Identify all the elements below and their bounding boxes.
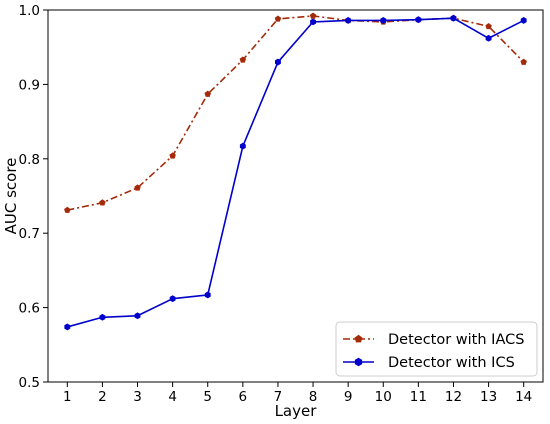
x-tick-label: 4 [168, 389, 177, 405]
legend: Detector with IACS Detector with ICS [335, 321, 538, 377]
x-tick-label: 11 [410, 389, 427, 405]
x-tick-label: 3 [133, 389, 142, 405]
x-tick-label: 14 [515, 389, 532, 405]
data-point [275, 58, 281, 66]
y-axis: 0.5 0.6 0.7 0.8 0.9 1.0 [19, 3, 48, 391]
y-axis-label: AUC score [2, 158, 20, 235]
data-point [99, 313, 106, 321]
data-point [345, 17, 352, 24]
x-tick-label: 5 [203, 389, 212, 405]
data-point [310, 18, 316, 26]
x-tick-label: 8 [309, 389, 318, 405]
series-line [67, 17, 525, 328]
x-tick-label: 10 [375, 389, 392, 405]
data-point [485, 34, 492, 42]
y-tick-label: 0.6 [19, 301, 40, 317]
data-point [169, 152, 176, 159]
data-point [169, 295, 176, 303]
data-point [520, 58, 527, 65]
y-tick-label: 0.5 [19, 375, 40, 391]
plot-area [47, 9, 544, 383]
x-tick-label: 13 [480, 389, 497, 405]
legend-box [335, 321, 538, 377]
legend-label-iacs: Detector with IACS [388, 332, 524, 348]
data-point [485, 22, 492, 30]
legend-label-ics: Detector with ICS [388, 355, 515, 371]
x-tick-label: 2 [98, 389, 107, 405]
series-layer [64, 12, 527, 331]
x-axis-label: Layer [275, 402, 318, 420]
y-tick-label: 0.7 [19, 226, 40, 242]
data-point [239, 56, 247, 63]
plot-frame [47, 9, 544, 383]
data-point [239, 142, 246, 150]
data-point [204, 291, 211, 299]
x-axis: 1 2 3 4 5 6 7 8 9 10 11 12 13 14 [63, 382, 532, 405]
data-point [99, 199, 106, 206]
y-tick-label: 1.0 [19, 3, 40, 19]
data-point [134, 312, 141, 320]
legend-marker-iacs [354, 334, 363, 343]
x-tick-label: 9 [344, 389, 353, 405]
x-tick-label: 6 [239, 389, 248, 405]
series-line [67, 15, 525, 211]
data-point [309, 12, 317, 19]
series-1 [64, 14, 527, 331]
data-point [64, 206, 71, 213]
data-point [415, 16, 422, 24]
data-point [134, 184, 141, 191]
y-tick-label: 0.9 [19, 77, 40, 93]
data-point [274, 15, 282, 22]
x-tick-label: 7 [274, 389, 283, 405]
data-point [64, 323, 71, 331]
data-point [520, 17, 527, 24]
x-tick-label: 1 [63, 389, 72, 405]
data-point [204, 90, 211, 97]
x-tick-label: 12 [445, 389, 462, 405]
y-tick-label: 0.8 [19, 152, 40, 168]
data-point [380, 17, 387, 24]
legend-marker-ics [354, 357, 363, 367]
data-point [450, 14, 457, 22]
